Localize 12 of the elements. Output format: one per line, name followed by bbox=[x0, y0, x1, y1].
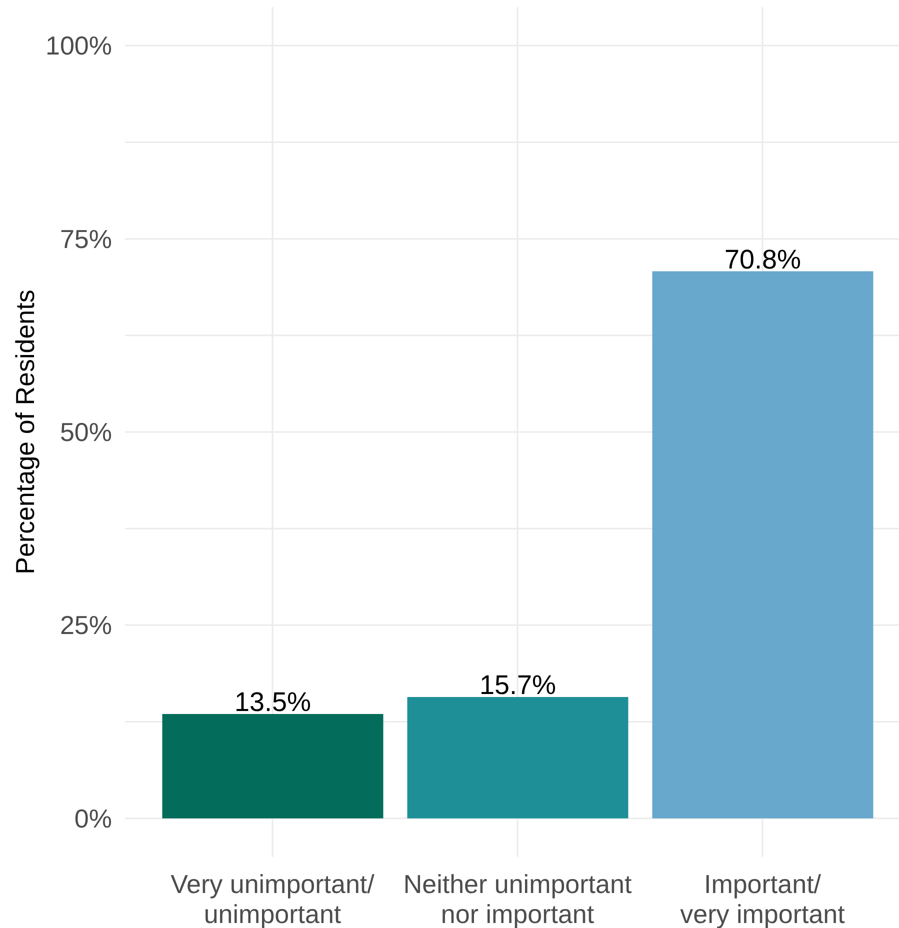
bar bbox=[652, 271, 874, 818]
y-tick-label: 100% bbox=[46, 30, 112, 61]
data-label: 13.5% bbox=[234, 687, 312, 718]
y-tick-label: 50% bbox=[60, 417, 112, 447]
data-label: 70.8% bbox=[724, 244, 802, 274]
bar bbox=[162, 714, 384, 818]
data-label: 15.7% bbox=[479, 670, 556, 700]
y-tick-label: 25% bbox=[60, 610, 112, 640]
y-axis-title: Percentage of Residents bbox=[10, 290, 40, 574]
bar bbox=[407, 697, 628, 818]
y-tick-label: 0% bbox=[74, 803, 112, 834]
y-tick-label: 75% bbox=[60, 224, 112, 254]
